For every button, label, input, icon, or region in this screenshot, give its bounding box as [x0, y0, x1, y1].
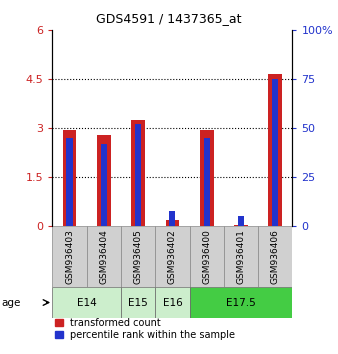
Bar: [155, 226, 190, 287]
Text: age: age: [2, 297, 21, 308]
Bar: [203, 138, 210, 226]
Bar: [121, 287, 155, 318]
Text: GSM936404: GSM936404: [99, 229, 108, 284]
Text: E17.5: E17.5: [226, 297, 256, 308]
Bar: [238, 216, 244, 226]
Text: GSM936406: GSM936406: [271, 229, 280, 284]
Text: GSM936405: GSM936405: [134, 229, 143, 284]
Text: GDS4591 / 1437365_at: GDS4591 / 1437365_at: [96, 12, 242, 25]
Text: GSM936401: GSM936401: [237, 229, 245, 284]
Bar: [224, 226, 258, 287]
Text: GSM936403: GSM936403: [65, 229, 74, 284]
Bar: [258, 226, 292, 287]
Bar: [166, 220, 179, 226]
Bar: [190, 226, 224, 287]
Text: GSM936400: GSM936400: [202, 229, 211, 284]
Bar: [135, 124, 141, 226]
Text: E16: E16: [163, 297, 182, 308]
Bar: [268, 74, 282, 226]
Text: E15: E15: [128, 297, 148, 308]
Bar: [67, 138, 73, 226]
Bar: [101, 144, 107, 226]
Text: E14: E14: [77, 297, 97, 308]
Bar: [234, 225, 248, 226]
Bar: [155, 287, 190, 318]
Bar: [190, 287, 292, 318]
Bar: [272, 79, 278, 226]
Text: GSM936402: GSM936402: [168, 229, 177, 284]
Bar: [52, 287, 121, 318]
Bar: [131, 120, 145, 226]
Bar: [63, 130, 76, 226]
Bar: [169, 211, 175, 226]
Bar: [87, 226, 121, 287]
Bar: [200, 131, 214, 226]
Legend: transformed count, percentile rank within the sample: transformed count, percentile rank withi…: [55, 318, 235, 340]
Bar: [52, 226, 87, 287]
Bar: [97, 135, 111, 226]
Bar: [121, 226, 155, 287]
